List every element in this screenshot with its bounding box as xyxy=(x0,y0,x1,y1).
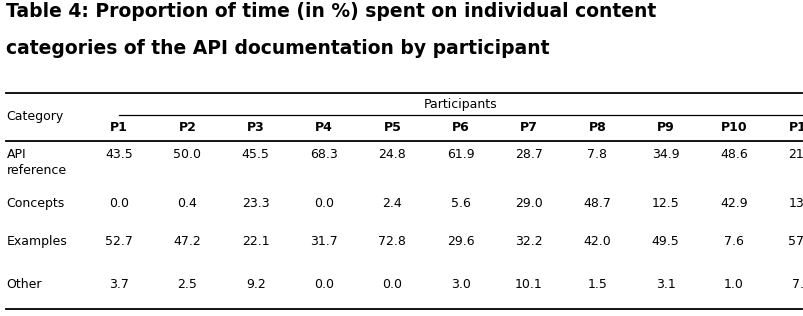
Text: Participants: Participants xyxy=(423,98,497,111)
Text: Concepts: Concepts xyxy=(6,197,64,210)
Text: 0.4: 0.4 xyxy=(177,197,197,210)
Text: 0.0: 0.0 xyxy=(382,278,402,291)
Text: 2.5: 2.5 xyxy=(177,278,197,291)
Text: 61.9: 61.9 xyxy=(446,148,474,161)
Text: 49.5: 49.5 xyxy=(651,235,679,248)
Text: 7.8: 7.8 xyxy=(792,278,803,291)
Text: 10.1: 10.1 xyxy=(515,278,542,291)
Text: 0.0: 0.0 xyxy=(109,197,128,210)
Text: reference: reference xyxy=(6,164,67,177)
Text: 32.2: 32.2 xyxy=(515,235,542,248)
Text: 0.0: 0.0 xyxy=(314,197,333,210)
Text: 48.7: 48.7 xyxy=(583,197,610,210)
Text: 72.8: 72.8 xyxy=(378,235,406,248)
Text: Table 4: Proportion of time (in %) spent on individual content: Table 4: Proportion of time (in %) spent… xyxy=(6,2,656,21)
Text: P2: P2 xyxy=(178,121,196,135)
Text: 5.6: 5.6 xyxy=(450,197,470,210)
Text: 34.9: 34.9 xyxy=(651,148,679,161)
Text: P11: P11 xyxy=(788,121,803,135)
Text: P6: P6 xyxy=(451,121,469,135)
Text: 7.8: 7.8 xyxy=(587,148,606,161)
Text: P5: P5 xyxy=(383,121,401,135)
Text: 1.5: 1.5 xyxy=(587,278,606,291)
Text: 31.7: 31.7 xyxy=(310,235,337,248)
Text: Examples: Examples xyxy=(6,235,67,248)
Text: 0.0: 0.0 xyxy=(314,278,333,291)
Text: 2.4: 2.4 xyxy=(382,197,402,210)
Text: P7: P7 xyxy=(520,121,537,135)
Text: Category: Category xyxy=(6,110,63,124)
Text: 12.5: 12.5 xyxy=(651,197,679,210)
Text: P10: P10 xyxy=(719,121,747,135)
Text: 3.1: 3.1 xyxy=(655,278,675,291)
Text: 50.0: 50.0 xyxy=(173,148,201,161)
Text: 45.5: 45.5 xyxy=(242,148,269,161)
Text: 9.2: 9.2 xyxy=(246,278,265,291)
Text: P3: P3 xyxy=(247,121,264,135)
Text: 57.6: 57.6 xyxy=(788,235,803,248)
Text: 13.3: 13.3 xyxy=(788,197,803,210)
Text: P8: P8 xyxy=(588,121,605,135)
Text: 3.0: 3.0 xyxy=(450,278,470,291)
Text: 21.3: 21.3 xyxy=(788,148,803,161)
Text: 3.7: 3.7 xyxy=(109,278,128,291)
Text: P1: P1 xyxy=(110,121,128,135)
Text: P9: P9 xyxy=(656,121,674,135)
Text: 24.8: 24.8 xyxy=(378,148,406,161)
Text: categories of the API documentation by participant: categories of the API documentation by p… xyxy=(6,40,549,58)
Text: 28.7: 28.7 xyxy=(515,148,542,161)
Text: 1.0: 1.0 xyxy=(724,278,743,291)
Text: 43.5: 43.5 xyxy=(105,148,132,161)
Text: Other: Other xyxy=(6,278,42,291)
Text: 7.6: 7.6 xyxy=(724,235,743,248)
Text: P4: P4 xyxy=(315,121,332,135)
Text: 48.6: 48.6 xyxy=(719,148,747,161)
Text: 52.7: 52.7 xyxy=(105,235,132,248)
Text: 68.3: 68.3 xyxy=(310,148,337,161)
Text: 29.0: 29.0 xyxy=(515,197,542,210)
Text: 42.0: 42.0 xyxy=(583,235,610,248)
Text: 22.1: 22.1 xyxy=(242,235,269,248)
Text: 47.2: 47.2 xyxy=(173,235,201,248)
Text: 29.6: 29.6 xyxy=(446,235,474,248)
Text: API: API xyxy=(6,148,26,161)
Text: 42.9: 42.9 xyxy=(719,197,747,210)
Text: 23.3: 23.3 xyxy=(242,197,269,210)
